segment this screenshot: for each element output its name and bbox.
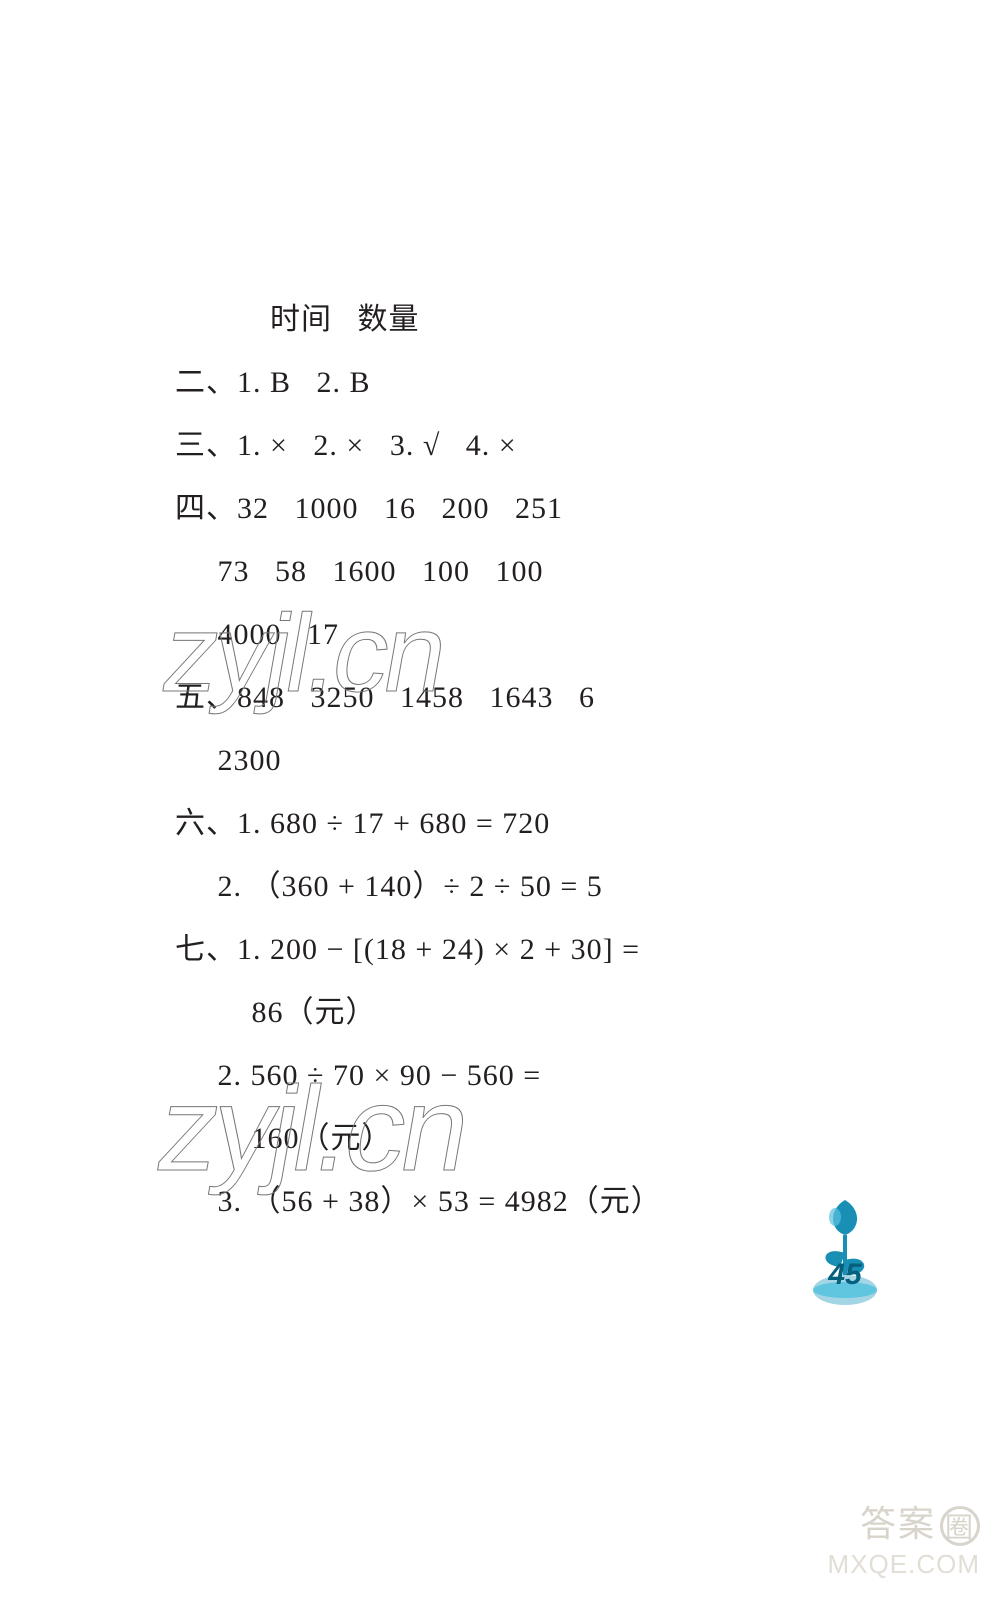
text-line: 2. 560 ÷ 70 × 90 − 560 =	[175, 1061, 855, 1091]
footer-stamp: 答案圈 MXQE.COM	[828, 1495, 980, 1580]
stamp-bottom-text: MXQE.COM	[828, 1549, 980, 1580]
text-line: 4000 17	[175, 620, 855, 650]
stamp-top-row: 答案圈	[828, 1495, 980, 1547]
text-line: 2300	[175, 746, 855, 776]
text-line: 五、848 3250 1458 1643 6	[175, 683, 855, 713]
text-line: 六、1. 680 ÷ 17 + 680 = 720	[175, 809, 855, 839]
text-line: 二、1. B 2. B	[175, 368, 855, 398]
text-line: 三、1. × 2. × 3. √ 4. ×	[175, 431, 855, 461]
text-line: 3. （56 + 38）× 53 = 4982（元）	[175, 1187, 855, 1217]
page-number: 45	[805, 1258, 885, 1292]
text-line: 七、1. 200 − [(18 + 24) × 2 + 30] =	[175, 935, 855, 965]
text-line: 160（元）	[175, 1124, 855, 1154]
answer-text-block: 时间 数量 二、1. B 2. B 三、1. × 2. × 3. √ 4. × …	[175, 305, 855, 1250]
text-line: 73 58 1600 100 100	[175, 557, 855, 587]
header-line: 时间 数量	[175, 305, 855, 335]
text-line: 四、32 1000 16 200 251	[175, 494, 855, 524]
page-number-badge: 45	[805, 1195, 885, 1292]
stamp-circle-icon: 圈	[940, 1506, 980, 1546]
text-line: 86（元）	[175, 998, 855, 1028]
flower-icon	[810, 1195, 880, 1310]
text-line: 2. （360 + 140）÷ 2 ÷ 50 = 5	[175, 872, 855, 902]
stamp-top-text: 答案	[860, 1503, 936, 1544]
